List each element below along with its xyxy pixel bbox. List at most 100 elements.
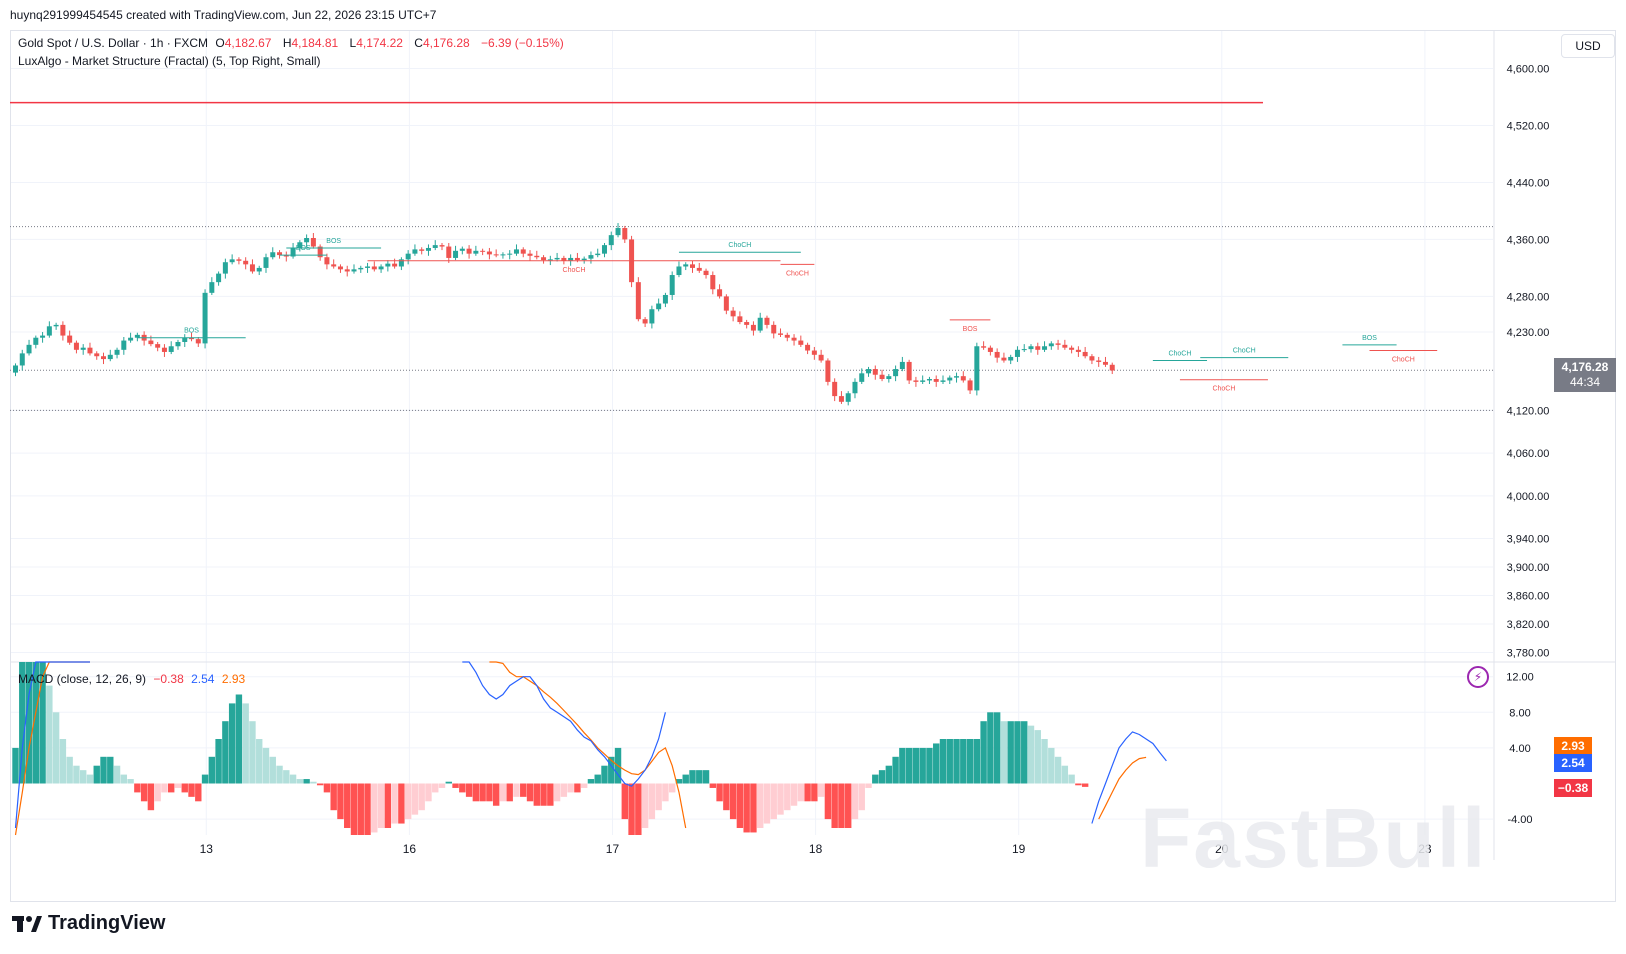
candle-body (263, 257, 269, 268)
structure-label: BOS (326, 238, 341, 245)
histogram-bar (831, 783, 838, 828)
histogram-bar (107, 756, 114, 784)
candle-body (1102, 361, 1108, 365)
histogram-bar (371, 783, 378, 833)
candle-body (866, 369, 872, 374)
candle-body (385, 263, 391, 267)
histogram-bar (472, 783, 480, 802)
histogram-bar (574, 783, 581, 793)
histogram-bar (960, 739, 967, 784)
histogram-bar (980, 721, 987, 784)
currency-button[interactable]: USD (1561, 34, 1615, 58)
histogram-bar (120, 774, 128, 784)
histogram-bar (215, 739, 222, 784)
candle-body (236, 259, 242, 261)
candle-body (764, 317, 770, 325)
price-tick-label: 4,440.00 (1507, 177, 1550, 189)
candle-body (974, 346, 980, 391)
chart-caption: huynq291999454545 created with TradingVi… (10, 8, 437, 22)
histogram-bar (560, 783, 568, 797)
candle-body (222, 262, 228, 274)
candle-body (270, 252, 276, 258)
histogram-bar (168, 783, 175, 793)
candle-body (26, 344, 32, 354)
histogram-bar (716, 783, 723, 802)
histogram-bar (323, 783, 331, 793)
candle-body (581, 258, 587, 261)
price-tick-label: 4,230.00 (1507, 327, 1550, 339)
candle-body (1048, 343, 1054, 347)
candle-body (425, 247, 431, 251)
macd-legend[interactable]: MACD (close, 12, 26, 9) −0.38 2.54 2.93 (18, 672, 246, 686)
candle-body (358, 267, 364, 270)
candle-body (432, 245, 438, 248)
tradingview-logo[interactable]: TradingView (12, 912, 165, 935)
candle-body (344, 269, 350, 272)
histogram-bar (526, 783, 534, 802)
candle-body (642, 319, 648, 324)
candle-body (243, 260, 249, 265)
candle-body (331, 264, 337, 267)
candle-body (669, 275, 675, 295)
histogram-bar (723, 783, 730, 811)
candle-body (493, 254, 499, 256)
histogram-bar (1007, 721, 1014, 784)
histogram-bar (486, 783, 493, 802)
candle-body (1082, 351, 1088, 357)
histogram-bar (580, 783, 588, 788)
candle-body (1069, 347, 1075, 350)
histogram-bar (418, 783, 425, 811)
histogram-bar (19, 662, 26, 784)
symbol-label[interactable]: Gold Spot / U.S. Dollar · 1h · FXCM (18, 36, 209, 50)
histogram-bar (39, 662, 46, 784)
candle-body (1055, 343, 1061, 345)
candle-body (87, 347, 93, 354)
candle-body (568, 257, 574, 261)
histogram-bar (858, 783, 865, 811)
histogram-bar (973, 739, 981, 784)
histogram-bar (939, 739, 947, 784)
candle-body (229, 259, 235, 263)
lightning-icon[interactable]: ⚡ (1467, 666, 1489, 688)
time-tick-label: 17 (606, 842, 620, 856)
price-axis: 4,600.00 4,520.00 4,440.00 4,360.00 4,280.00… (1506, 63, 1549, 826)
candle-body (798, 340, 804, 345)
candle-body (80, 347, 86, 350)
candle-body (561, 257, 567, 261)
histogram-bar (235, 694, 243, 784)
candle-body (195, 339, 201, 344)
signal-tag: 2.93 (1554, 737, 1592, 755)
histogram-bar (729, 783, 737, 820)
candle-body (337, 266, 343, 270)
histogram-bar (838, 783, 845, 828)
price-tick-label: 4,520.00 (1507, 120, 1550, 132)
histogram-bar (540, 783, 547, 806)
indicator-legend[interactable]: LuxAlgo - Market Structure (Fractal) (5,… (18, 54, 321, 68)
structure-label: ChoCH (563, 267, 586, 274)
histogram-bar (919, 747, 926, 784)
structure-label: ChoCH (1168, 351, 1191, 358)
histogram-bar (364, 783, 371, 835)
candle-body (466, 248, 472, 254)
time-axis: 13 16 17 18 19 20 23 (200, 842, 1432, 856)
candle-body (886, 376, 892, 380)
candle-body (818, 354, 824, 361)
candle-body (703, 270, 709, 276)
time-tick-label: 23 (1418, 842, 1432, 856)
histogram-bar (750, 783, 757, 833)
histogram-bar (411, 783, 419, 815)
histogram-bar (316, 783, 324, 786)
candle-body (981, 346, 987, 348)
candle-body (412, 249, 418, 254)
histogram-bar (262, 747, 270, 784)
candle-body (507, 253, 513, 255)
histogram-bar (425, 783, 432, 802)
candle-body (283, 255, 289, 257)
histogram-bar (93, 765, 100, 784)
candle-body (310, 237, 316, 247)
candle-body (40, 335, 46, 338)
histogram-bar (303, 779, 310, 784)
histogram-bar (147, 783, 155, 811)
histogram-bar (1034, 730, 1041, 784)
